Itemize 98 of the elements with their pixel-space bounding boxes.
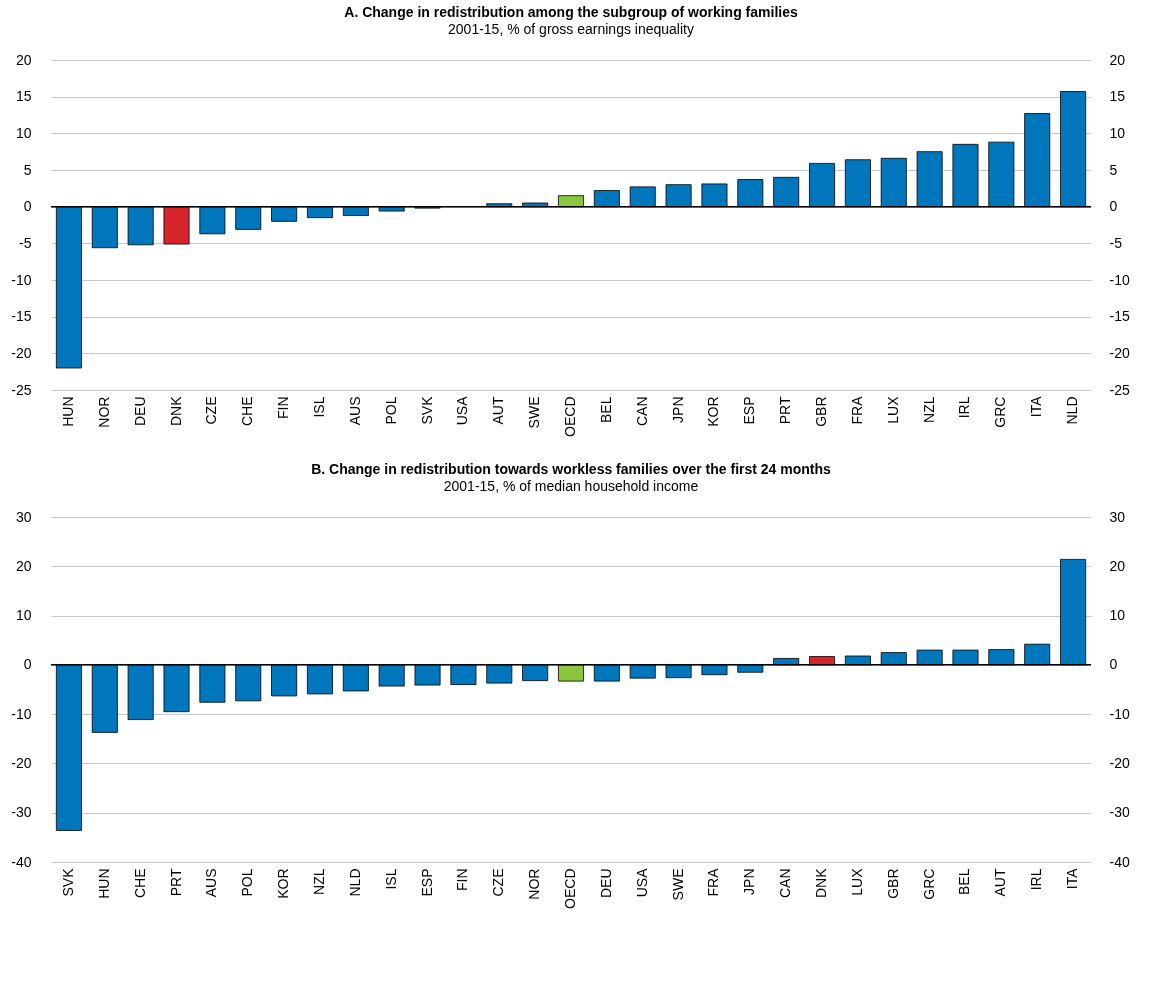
x-tick-label: KOR xyxy=(705,396,722,427)
x-tick-label: FRA xyxy=(848,395,865,425)
y-tick-label: 10 xyxy=(15,124,32,141)
y2-tick-label: -20 xyxy=(1109,754,1130,771)
y2-tick-label: -15 xyxy=(1109,308,1130,325)
y2-tick-label: 20 xyxy=(1109,51,1126,68)
y2-tick-label: 5 xyxy=(1109,161,1118,178)
x-tick-label: POL xyxy=(382,396,399,425)
y-tick-label: -20 xyxy=(11,754,32,771)
x-tick-label: DNK xyxy=(167,395,184,427)
y-tick-label: 10 xyxy=(15,607,32,624)
x-tick-label: ISL xyxy=(382,868,399,890)
x-tick-label: POL xyxy=(239,868,256,897)
chart-title: A. Change in redistribution among the subgroup of working families xyxy=(344,4,798,20)
x-tick-label: FRA xyxy=(705,867,722,897)
x-tick-label: SVK xyxy=(59,867,76,897)
y2-tick-label: 10 xyxy=(1109,607,1126,624)
x-tick-label: KOR xyxy=(275,868,292,899)
y-tick-label: -25 xyxy=(11,381,32,398)
y-tick-label: -15 xyxy=(11,308,32,325)
x-tick-label: LUX xyxy=(884,395,901,424)
x-tick-label: HUN xyxy=(95,868,112,899)
x-tick-label: CAN xyxy=(777,868,794,899)
x-tick-label: NOR xyxy=(95,396,112,428)
y2-tick-label: -30 xyxy=(1109,804,1130,821)
x-tick-label: BEL xyxy=(597,396,614,423)
x-tick-label: PRT xyxy=(167,868,184,897)
x-tick-label: NLD xyxy=(1064,396,1081,425)
x-tick-label: DNK xyxy=(813,867,830,899)
x-tick-label: AUT xyxy=(992,868,1009,897)
y2-tick-label: -25 xyxy=(1109,381,1130,398)
y-tick-label: 30 xyxy=(15,508,32,525)
x-tick-label: SWE xyxy=(669,868,686,901)
x-tick-label: IRL xyxy=(1028,868,1045,891)
x-tick-label: CZE xyxy=(203,396,220,425)
x-tick-label: AUS xyxy=(203,868,220,898)
y2-tick-label: 0 xyxy=(1109,198,1118,215)
y2-tick-label: -10 xyxy=(1109,705,1130,722)
y2-tick-label: 10 xyxy=(1109,124,1126,141)
x-tick-label: JPN xyxy=(669,396,686,423)
x-tick-label: OECD xyxy=(562,868,578,909)
x-tick-label: ITA xyxy=(1064,867,1081,890)
y-tick-label: -40 xyxy=(11,853,32,870)
y-tick-label: 20 xyxy=(15,51,32,68)
x-tick-label: HUN xyxy=(59,396,76,427)
x-tick-label: CAN xyxy=(633,396,650,427)
y-tick-label: -5 xyxy=(19,234,32,251)
chart-subtitle: 2001-15, % of median household income xyxy=(443,478,699,494)
x-tick-label: USA xyxy=(454,395,471,426)
x-tick-label: IRL xyxy=(956,396,973,419)
x-tick-label: DEU xyxy=(131,396,148,427)
y-tick-label: -10 xyxy=(11,271,32,288)
x-tick-label: NZL xyxy=(310,868,327,895)
chart-title: B. Change in redistribution towards workless families over the first 24 months xyxy=(311,461,832,477)
y2-tick-label: 20 xyxy=(1109,557,1126,574)
y2-tick-label: 15 xyxy=(1109,88,1126,105)
x-tick-label: DEU xyxy=(597,868,614,899)
x-tick-label: FIN xyxy=(275,396,292,420)
x-tick-label: ISL xyxy=(310,396,327,418)
y-tick-label: 15 xyxy=(15,88,32,105)
x-tick-label: ESP xyxy=(741,396,758,425)
x-tick-label: CZE xyxy=(490,868,507,897)
y-tick-label: 5 xyxy=(23,161,32,178)
y2-tick-label: -5 xyxy=(1109,234,1123,251)
y2-tick-label: 30 xyxy=(1109,508,1126,525)
x-tick-label: JPN xyxy=(741,868,758,895)
y2-tick-label: -20 xyxy=(1109,344,1130,361)
y2-tick-label: -10 xyxy=(1109,271,1130,288)
x-tick-label: AUS xyxy=(346,396,363,426)
x-tick-label: NOR xyxy=(526,868,543,900)
y2-tick-label: -40 xyxy=(1109,853,1130,870)
x-tick-label: GRC xyxy=(920,868,937,900)
x-tick-label: ITA xyxy=(1028,395,1045,418)
y-tick-label: 20 xyxy=(15,557,32,574)
x-tick-label: GBR xyxy=(813,396,830,427)
y2-tick-label: 0 xyxy=(1109,656,1118,673)
y-tick-label: -10 xyxy=(11,705,32,722)
y-tick-label: -20 xyxy=(11,344,32,361)
x-tick-label: GBR xyxy=(884,868,901,899)
x-tick-label: OECD xyxy=(562,396,578,437)
x-tick-label: GRC xyxy=(992,396,1009,428)
x-tick-label: CHE xyxy=(131,868,148,899)
x-tick-label: NLD xyxy=(346,868,363,897)
chart-subtitle: 2001-15, % of gross earnings inequality xyxy=(448,21,694,37)
x-tick-label: ESP xyxy=(418,868,435,897)
y-tick-label: 0 xyxy=(23,198,32,215)
x-tick-label: PRT xyxy=(777,396,794,425)
x-tick-label: AUT xyxy=(490,396,507,425)
y-tick-label: -30 xyxy=(11,804,32,821)
x-tick-label: FIN xyxy=(454,868,471,892)
x-tick-label: BEL xyxy=(956,868,973,895)
x-tick-label: NZL xyxy=(920,396,937,423)
x-tick-label: SWE xyxy=(526,396,543,429)
y-tick-label: 0 xyxy=(23,656,32,673)
x-tick-label: CHE xyxy=(239,396,256,427)
x-tick-label: USA xyxy=(633,867,650,898)
x-tick-label: SVK xyxy=(418,395,435,425)
x-tick-label: LUX xyxy=(848,867,865,896)
